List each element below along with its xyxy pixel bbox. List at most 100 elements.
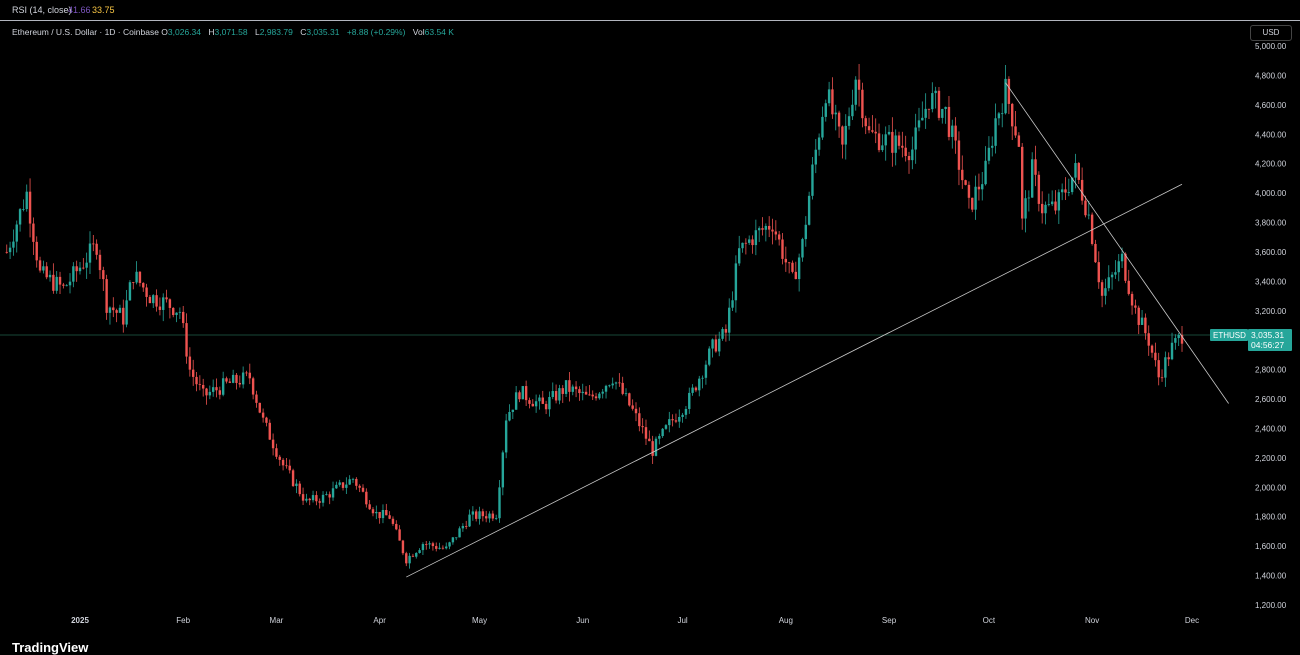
candle-body	[361, 487, 365, 492]
candle-body	[1017, 135, 1021, 147]
candle-body	[301, 494, 305, 501]
price-tick-label: 2,200.00	[1255, 454, 1287, 463]
candle-body	[674, 420, 678, 422]
candle-body	[291, 470, 295, 486]
trendline[interactable]	[1005, 82, 1229, 404]
candle-body	[32, 223, 35, 242]
candle-body	[441, 547, 445, 549]
candle-body	[1090, 214, 1094, 244]
candle-body	[957, 140, 961, 170]
candle-body	[618, 382, 621, 384]
symbol-name[interactable]: Ethereum / U.S. Dollar · 1D · Coinbase	[12, 27, 159, 37]
candle-body	[871, 130, 874, 132]
candle-body	[1127, 280, 1130, 294]
tradingview-logo[interactable]: TradingView	[12, 640, 88, 655]
time-tick-label: Oct	[983, 616, 996, 625]
candle-body	[285, 465, 288, 467]
candle-body	[588, 394, 591, 396]
candle-body	[698, 378, 701, 391]
candle-body	[594, 396, 598, 399]
candle-body	[251, 378, 255, 395]
candle-body	[368, 504, 371, 510]
candle-body	[95, 243, 98, 255]
candle-body	[328, 494, 331, 498]
currency-button[interactable]: USD	[1250, 25, 1292, 41]
candle-body	[58, 276, 62, 285]
candle-body	[418, 550, 421, 553]
pane-separator[interactable]	[0, 20, 1300, 21]
candle-body	[551, 391, 554, 398]
candle-body	[225, 378, 228, 382]
candle-body	[661, 428, 664, 437]
candle-body	[105, 279, 108, 313]
time-tick-label: Apr	[373, 616, 386, 625]
candle-body	[72, 266, 75, 282]
candle-body	[1104, 288, 1107, 296]
candle-body	[944, 106, 947, 109]
price-axis[interactable]: 1,200.00 1,400.00 1,600.00 1,800.00 2,000.00…	[1255, 42, 1287, 610]
candle-body	[118, 307, 122, 313]
candle-body	[937, 90, 941, 118]
price-chart[interactable]: 1,200.00 1,400.00 1,600.00 1,800.00 2,000.00…	[0, 0, 1300, 630]
candle-body	[621, 382, 624, 394]
candle-body	[1060, 189, 1064, 193]
candle-body	[281, 459, 285, 466]
candle-body	[55, 276, 58, 291]
candle-body	[148, 296, 152, 304]
candle-body	[521, 386, 525, 400]
candle-body	[961, 169, 964, 181]
candle-body	[1144, 317, 1147, 334]
candle-body	[514, 392, 518, 410]
candle-body	[1137, 307, 1140, 325]
time-axis[interactable]: 2025 Feb Mar Apr May Jun Jul Aug Sep Oct Nov Dec	[71, 616, 1199, 625]
candle-body	[145, 287, 148, 297]
candle-body	[311, 495, 315, 501]
candle-body	[195, 376, 198, 385]
candle-body	[981, 184, 984, 190]
candle-body	[155, 295, 158, 307]
candle-body	[1014, 126, 1017, 136]
candle-body	[857, 79, 861, 90]
candle-body	[1057, 192, 1061, 211]
price-tick-label: 1,400.00	[1255, 572, 1287, 581]
candle-body	[1024, 198, 1027, 219]
price-tick-label: 2,000.00	[1255, 483, 1287, 492]
candle-body	[598, 393, 601, 399]
candle-body	[951, 125, 954, 137]
candle-body	[1150, 345, 1154, 353]
candle-body	[541, 397, 544, 404]
candle-body	[42, 266, 45, 271]
candle-body	[201, 384, 205, 389]
trendlines[interactable]	[406, 82, 1229, 578]
candle-body	[132, 282, 135, 284]
candle-body	[82, 267, 85, 269]
candle-body	[401, 540, 405, 554]
candle-body	[1160, 377, 1164, 379]
price-tick-label: 4,600.00	[1255, 101, 1287, 110]
candle-body	[211, 387, 215, 392]
candle-body	[255, 394, 258, 403]
candle-body	[391, 518, 395, 524]
candle-body	[578, 389, 581, 394]
candle-body	[1021, 146, 1024, 219]
candle-body	[288, 465, 291, 471]
candle-body	[345, 484, 348, 488]
candle-body	[894, 135, 897, 153]
trendline[interactable]	[406, 183, 1183, 578]
candle-body	[591, 394, 594, 397]
time-tick-label: Feb	[176, 616, 190, 625]
candle-body	[12, 241, 15, 248]
candle-body	[1077, 163, 1081, 180]
candle-body	[468, 514, 471, 527]
candle-body	[152, 295, 155, 304]
candle-body	[718, 338, 721, 352]
candle-body	[68, 281, 72, 286]
candle-body	[508, 411, 511, 421]
candle-body	[884, 134, 887, 146]
candle-body	[817, 137, 821, 150]
low-value: 2,983.79	[259, 27, 293, 37]
candle-body	[35, 241, 38, 261]
candle-body	[628, 393, 631, 406]
candle-body	[348, 479, 351, 485]
candle-body	[191, 369, 195, 377]
